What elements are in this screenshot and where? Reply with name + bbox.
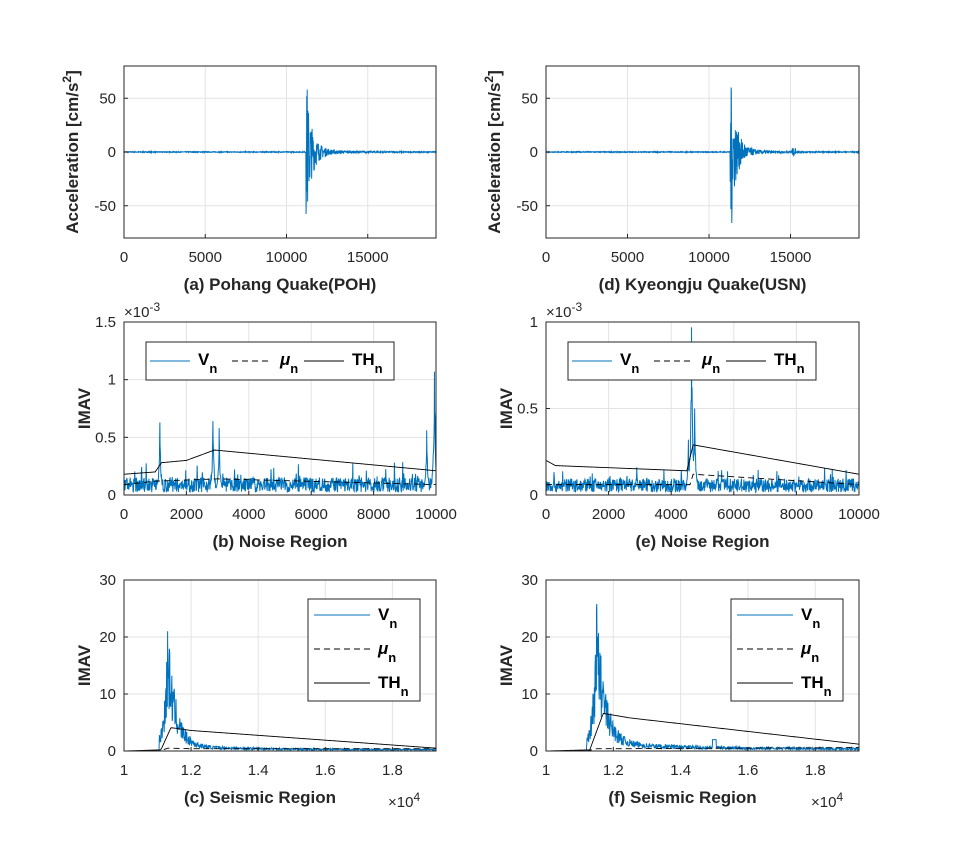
x-tick-label: 1.6 bbox=[315, 762, 336, 779]
y-tick-label: -50 bbox=[516, 198, 538, 215]
axes-box bbox=[123, 579, 437, 752]
y-tick-label: 0 bbox=[108, 743, 116, 760]
x-tick-label: 1.4 bbox=[670, 762, 691, 779]
legend-box bbox=[307, 598, 421, 702]
y-tick-label: 1.5 bbox=[95, 314, 116, 331]
series-threshold-th bbox=[546, 712, 859, 751]
y-exponent: ×10-3 bbox=[546, 300, 582, 321]
y-tick-label: 30 bbox=[521, 572, 538, 589]
series-threshold-th bbox=[124, 449, 436, 475]
x-tick-label: 6000 bbox=[717, 506, 750, 523]
x-axis-label: (e) Noise Region bbox=[635, 532, 769, 551]
y-axis-label: Acceleration [cm/s2] bbox=[60, 70, 82, 234]
panel-a: 0 5000 10000 15000 -50 0 50 (a) Pohang Quake(PO… bbox=[60, 65, 437, 294]
x-tick-label: 8000 bbox=[357, 506, 390, 523]
y-tick-label: 50 bbox=[521, 90, 538, 107]
y-tick-label: 0.5 bbox=[95, 429, 116, 446]
x-tick-label: 1.6 bbox=[738, 762, 759, 779]
series-mean-μ bbox=[124, 478, 436, 486]
x-tick-label: 1.2 bbox=[603, 762, 624, 779]
y-tick-label: 50 bbox=[99, 90, 116, 107]
series-mean-μ bbox=[546, 473, 859, 486]
panel-c: 1 1.2 1.4 1.6 1.8 0 10 20 30 ×104 (c) Seismic Regi… bbox=[75, 572, 437, 811]
x-exponent: ×104 bbox=[388, 790, 420, 811]
x-tick-label: 0 bbox=[120, 249, 128, 266]
y-tick-label: 30 bbox=[99, 572, 116, 589]
y-tick-label: 0 bbox=[108, 144, 116, 161]
series-noise-v bbox=[124, 371, 436, 494]
x-tick-label: 5000 bbox=[189, 249, 222, 266]
y-axis-label: IMAV bbox=[497, 387, 516, 429]
x-tick-label: 4000 bbox=[232, 506, 265, 523]
y-tick-label: 10 bbox=[99, 686, 116, 703]
x-tick-label: 15000 bbox=[347, 249, 389, 266]
panel-d: 0 5000 10000 15000 -50 0 50 (d) Kyeongju Quake(… bbox=[482, 65, 860, 294]
panel-f: 1 1.2 1.4 1.6 1.8 0 10 20 30 ×104 (f) Seismic Regi… bbox=[497, 572, 860, 811]
panel-e: 0 2000 4000 6000 8000 10000 0 0.5 1 ×10-3 (e) Nois… bbox=[497, 300, 880, 551]
x-tick-label: 0 bbox=[542, 249, 550, 266]
y-tick-label: 0 bbox=[530, 144, 538, 161]
y-axis-label: IMAV bbox=[75, 644, 94, 686]
x-tick-label: 0 bbox=[120, 506, 128, 523]
x-tick-label: 8000 bbox=[780, 506, 813, 523]
series-mean-μ bbox=[124, 747, 436, 751]
x-tick-label: 2000 bbox=[592, 506, 625, 523]
x-axis-label: (c) Seismic Region bbox=[184, 788, 336, 807]
legend-box bbox=[730, 598, 844, 702]
y-tick-label: 0 bbox=[530, 743, 538, 760]
series-noise-v bbox=[546, 327, 859, 494]
y-axis-label: IMAV bbox=[497, 644, 516, 686]
y-tick-label: 1 bbox=[530, 314, 538, 331]
x-tick-label: 1.8 bbox=[805, 762, 826, 779]
x-tick-label: 15000 bbox=[770, 249, 812, 266]
x-tick-label: 0 bbox=[542, 506, 550, 523]
x-axis-label: (b) Noise Region bbox=[212, 532, 347, 551]
y-axis-label: IMAV bbox=[75, 387, 94, 429]
x-axis-label: (d) Kyeongju Quake(USN) bbox=[599, 275, 807, 294]
y-tick-label: 20 bbox=[99, 629, 116, 646]
x-tick-label: 1 bbox=[542, 762, 550, 779]
y-axis-label: Acceleration [cm/s2] bbox=[482, 70, 504, 234]
y-tick-label: 20 bbox=[521, 629, 538, 646]
y-tick-label: 0.5 bbox=[517, 401, 538, 418]
panel-b: 0 2000 4000 6000 8000 10000 0 0.5 1 1.5 ×10-3 (b) N… bbox=[75, 300, 457, 551]
y-tick-label: 10 bbox=[521, 686, 538, 703]
y-tick-label: 0 bbox=[108, 487, 116, 504]
x-tick-label: 5000 bbox=[611, 249, 644, 266]
x-tick-label: 10000 bbox=[266, 249, 308, 266]
series-waveform bbox=[124, 89, 436, 214]
x-tick-label: 1.8 bbox=[382, 762, 403, 779]
x-exponent: ×104 bbox=[811, 790, 843, 811]
x-tick-label: 1 bbox=[120, 762, 128, 779]
x-axis-label: (a) Pohang Quake(POH) bbox=[184, 275, 377, 294]
y-tick-label: 0 bbox=[530, 487, 538, 504]
series-waveform bbox=[546, 87, 859, 223]
y-exponent: ×10-3 bbox=[124, 300, 160, 321]
axes-box bbox=[123, 321, 437, 496]
x-tick-label: 6000 bbox=[295, 506, 328, 523]
x-tick-label: 10000 bbox=[688, 249, 730, 266]
y-tick-label: -50 bbox=[94, 198, 116, 215]
x-tick-label: 2000 bbox=[170, 506, 203, 523]
series-threshold-th bbox=[546, 444, 859, 475]
y-tick-label: 1 bbox=[108, 372, 116, 389]
x-tick-label: 1.4 bbox=[248, 762, 269, 779]
axes-box bbox=[545, 579, 860, 752]
x-tick-label: 10000 bbox=[415, 506, 457, 523]
x-tick-label: 4000 bbox=[655, 506, 688, 523]
x-tick-label: 10000 bbox=[838, 506, 880, 523]
x-axis-label: (f) Seismic Region bbox=[608, 788, 756, 807]
x-tick-label: 1.2 bbox=[181, 762, 202, 779]
series-mean-μ bbox=[546, 747, 859, 751]
series-threshold-th bbox=[124, 727, 436, 751]
